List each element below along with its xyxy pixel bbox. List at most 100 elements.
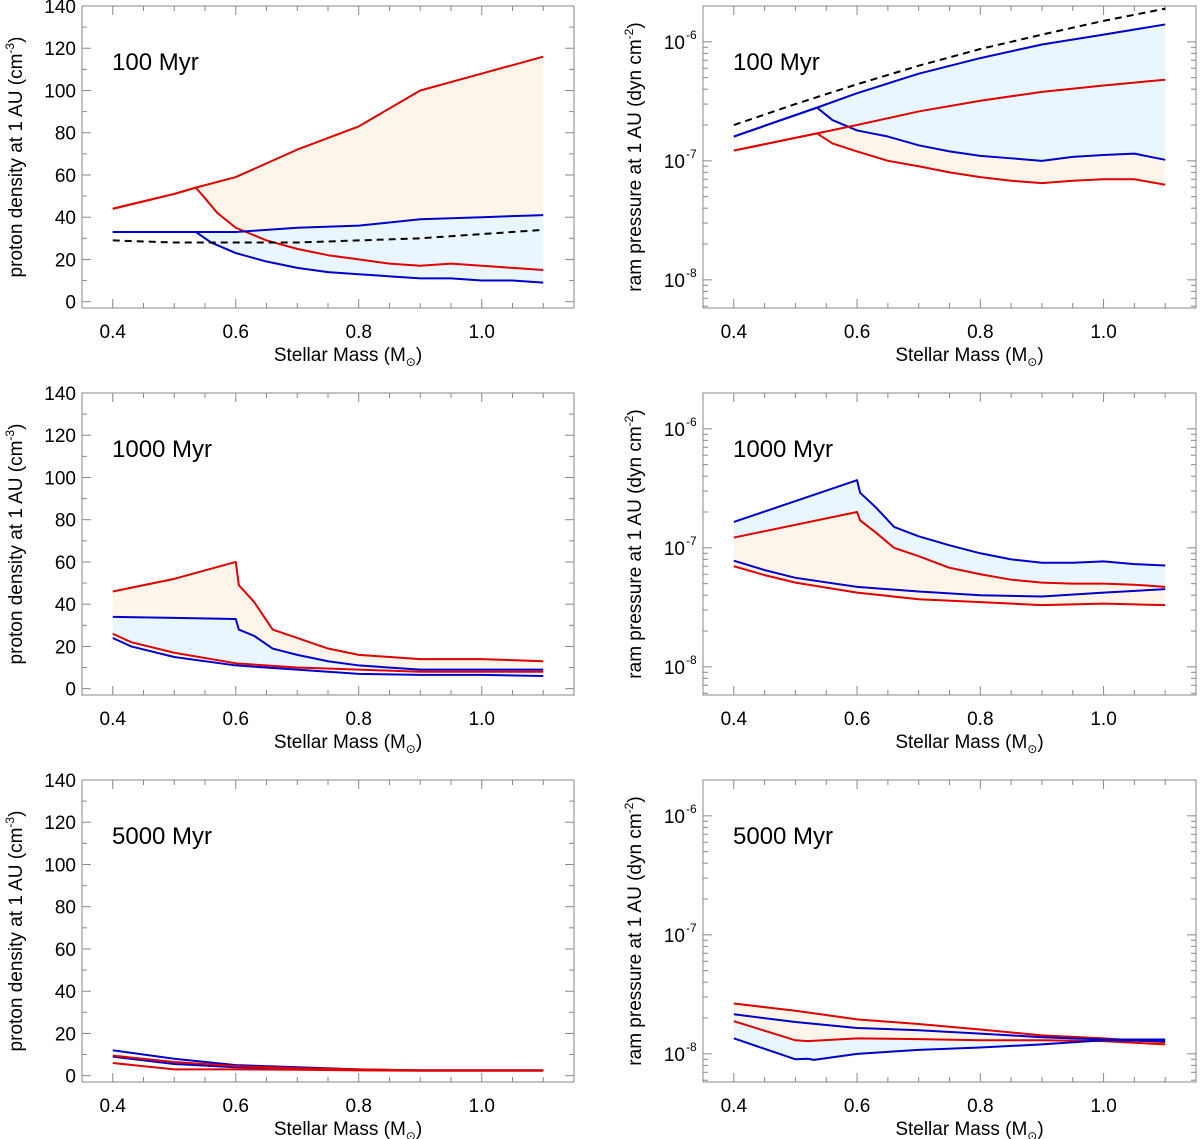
y-tick-label: 10 (664, 152, 685, 173)
panel-density-1000: 0.4 0.6 0.8 1.0 0 20 40 60 80 100 120 140 1000 Myr St… (3, 384, 575, 756)
x-tick-label: 0.8 (346, 1096, 372, 1117)
series-line-reference (733, 7, 1166, 126)
x-tick-label: 0.6 (223, 322, 249, 343)
series-line-blue-lower (733, 106, 1166, 162)
series-line-red-lower (733, 565, 1166, 607)
y-tick-label: 20 (55, 637, 76, 658)
y-axis-label-exponent: -2 (622, 415, 636, 426)
x-tick-label: 0.4 (100, 1096, 127, 1117)
y-tick-label: 0 (65, 680, 76, 701)
y-tick-label: 60 (55, 166, 76, 187)
y-tick-exponent: -8 (686, 1040, 697, 1054)
y-axis-label-close: ) (625, 796, 646, 802)
x-axis-label-text: Stellar Mass (M (274, 1119, 406, 1139)
y-axis-label-text: ram pressure at 1 AU (dyn cm (625, 426, 646, 678)
y-tick-exponent: -6 (686, 802, 697, 816)
x-tick-label: 0.8 (967, 709, 993, 730)
y-tick-label: 140 (44, 0, 76, 18)
y-tick-label: 10 (664, 1045, 685, 1066)
series-line-red-upper (112, 1054, 544, 1072)
x-axis-label: Stellar Mass (M⊙) (274, 1119, 422, 1139)
panel-density-100: 0.4 0.6 0.8 1.0 0 20 40 60 80 100 120 140 100 Myr Ste… (3, 0, 575, 369)
series-line-red-upper (112, 560, 544, 663)
y-tick-exponent: -6 (686, 28, 697, 42)
series-line-blue-lower (112, 637, 544, 677)
x-tick-label: 0.6 (844, 322, 870, 343)
series-line-red-upper (733, 78, 1166, 152)
age-label: 100 Myr (733, 49, 820, 76)
x-axis-label-close: ) (1037, 345, 1043, 366)
y-tick-label: 10 (664, 658, 685, 679)
y-tick-exponent: -7 (686, 921, 697, 935)
x-axis-label-close: ) (416, 345, 422, 366)
x-tick-label: 0.4 (100, 709, 127, 730)
x-tick-label: 0.8 (967, 322, 993, 343)
y-tick-exponent: -7 (686, 147, 697, 161)
y-axis-label: proton density at 1 AU (cm-3) (3, 37, 27, 278)
x-tick-label: 1.0 (1090, 1096, 1116, 1117)
band-red-fill (112, 56, 544, 270)
x-tick-label: 0.4 (721, 1096, 748, 1117)
x-axis-label-text: Stellar Mass (M (274, 732, 406, 753)
y-tick-exponent: -7 (686, 534, 697, 548)
y-tick-label: 120 (44, 39, 76, 60)
y-axis-label: ram pressure at 1 AU (dyn cm-2) (622, 409, 646, 678)
solar-symbol: ⊙ (406, 1129, 416, 1139)
x-tick-label: 0.8 (346, 322, 372, 343)
x-axis-label: Stellar Mass (M⊙) (895, 1119, 1043, 1139)
band-blue-fill (733, 24, 1166, 161)
y-tick-label: 20 (55, 250, 76, 271)
y-tick-label: 140 (44, 384, 76, 405)
x-axis-label: Stellar Mass (M⊙) (895, 345, 1043, 369)
solar-symbol: ⊙ (406, 355, 416, 369)
x-tick-label: 0.6 (223, 1096, 249, 1117)
band-red-fill (733, 1003, 1166, 1045)
x-axis-label-text: Stellar Mass (M (895, 345, 1027, 366)
x-tick-label: 0.8 (346, 709, 372, 730)
series-line-blue-upper (733, 23, 1166, 138)
y-axis-label-text: proton density at 1 AU (cm (6, 54, 27, 278)
series-line-red-lower (112, 186, 544, 271)
y-axis-label-text: ram pressure at 1 AU (dyn cm (625, 813, 646, 1065)
y-tick-label: 100 (44, 468, 76, 489)
age-label: 5000 Myr (733, 823, 833, 850)
y-axis-label-exponent: -3 (3, 43, 17, 54)
x-tick-label: 1.0 (469, 322, 495, 343)
x-axis-label-close: ) (416, 1119, 422, 1139)
y-axis-label-exponent: -2 (622, 28, 636, 39)
band-red-fill (112, 561, 544, 670)
solar-symbol: ⊙ (1027, 742, 1037, 756)
y-tick-label: 10 (664, 33, 685, 54)
x-axis-label: Stellar Mass (M⊙) (274, 345, 422, 369)
series-line-red-lower (112, 1061, 544, 1072)
series-line-blue-upper (112, 615, 544, 671)
y-tick-label: 0 (65, 1067, 76, 1088)
x-axis-label-close: ) (416, 732, 422, 753)
y-tick-label: 120 (44, 813, 76, 834)
series-line-red-upper (733, 511, 1166, 588)
y-axis-label-close: ) (625, 22, 646, 28)
y-axis-label-exponent: -3 (3, 430, 17, 441)
y-tick-label: 10 (664, 420, 685, 441)
y-tick-exponent: -8 (686, 266, 697, 280)
x-axis-label-close: ) (1037, 1119, 1043, 1139)
y-tick-exponent: -8 (686, 653, 697, 667)
y-tick-label: 10 (664, 926, 685, 947)
x-tick-label: 0.4 (100, 322, 127, 343)
y-tick-exponent: -6 (686, 415, 697, 429)
y-axis-label: proton density at 1 AU (cm-3) (3, 811, 27, 1052)
y-tick-label: 80 (55, 511, 76, 532)
age-label: 5000 Myr (112, 823, 212, 850)
x-axis-label-text: Stellar Mass (M (895, 1119, 1027, 1139)
band-red-fill (733, 512, 1166, 606)
x-tick-label: 1.0 (1090, 322, 1116, 343)
panel-density-5000: 0.4 0.6 0.8 1.0 0 20 40 60 80 100 120 140 5000 Myr St… (3, 771, 575, 1139)
age-label: 100 Myr (112, 49, 199, 76)
y-tick-label: 100 (44, 81, 76, 102)
y-tick-label: 80 (55, 898, 76, 919)
series-line-blue-lower (733, 1037, 1166, 1061)
series-line-blue-lower (733, 559, 1166, 598)
x-axis-label-text: Stellar Mass (M (274, 345, 406, 366)
